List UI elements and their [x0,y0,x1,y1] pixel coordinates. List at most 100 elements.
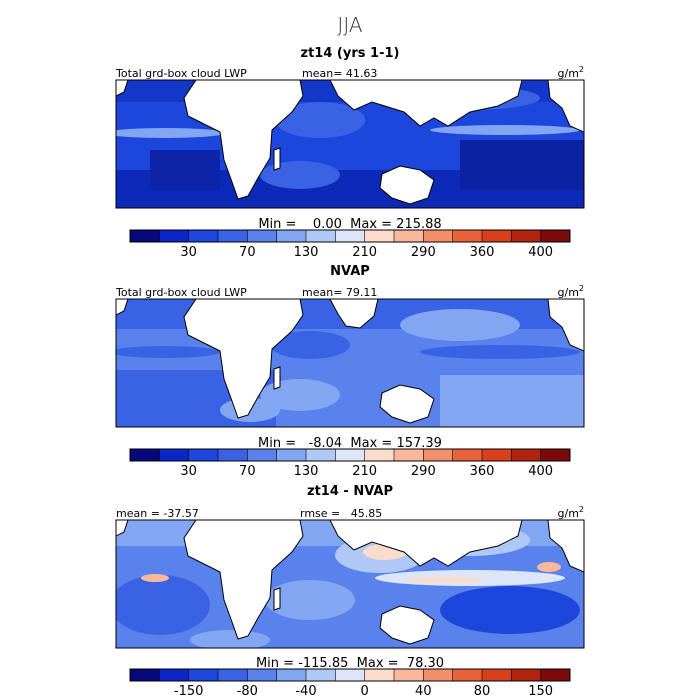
colorbar-swatch [423,230,453,242]
panel-model: zt14 (yrs 1-1) Total grd-box cloud LWP m… [115,46,585,260]
colorbar-tick-label: 70 [239,245,256,260]
minmax-label: Min = -8.04 Max = 157.39 [258,436,442,451]
positive-anomaly [405,577,485,583]
colorbar-swatch [188,230,219,242]
colorbar-swatch [423,449,453,461]
colorbar-swatch [276,449,307,461]
colorbar-tick-label: 360 [470,464,495,479]
colorbar-swatch [452,449,483,461]
panel-title: NVAP [330,264,370,279]
colorbar-swatch [364,449,395,461]
field-label: Total grd-box cloud LWP [115,67,247,80]
colorbar-swatch [159,230,189,242]
colorbar-tick-label: 290 [411,245,436,260]
colorbar-swatch [482,449,512,461]
colorbar-swatch [511,230,541,242]
land-asia [329,520,523,567]
colorbar-swatch [130,449,160,461]
colorbar-swatch [306,449,336,461]
land-south-america [116,520,129,537]
colorbar-swatch [335,669,365,681]
units-label: g/m2 [558,505,585,520]
colorbar-swatch [482,669,512,681]
land-masses [116,520,584,645]
colorbar-frame [129,229,571,243]
colorbar-swatch [306,669,336,681]
colorbar-tick-label: -80 [237,684,258,699]
land-south-america [116,299,129,316]
colorbar-tick-label: 360 [470,245,495,260]
minmax-label: Min = 0.00 Max = 215.88 [258,217,441,232]
colorbar-tick-label: 400 [528,245,553,260]
field-label: Total grd-box cloud LWP [115,286,247,299]
field-patch [265,580,355,620]
colorbar-swatch [247,669,277,681]
field-region [150,150,220,190]
itcz-band [420,345,580,359]
colorbar-tick-label: 70 [239,464,256,479]
field-patch [190,630,270,648]
panel-obs: NVAP Total grd-box cloud LWP mean= 79.11… [115,264,585,479]
colorbar-tick-label: 210 [352,464,377,479]
colorbar-swatch [218,669,248,681]
figure-title: JJA [337,13,362,37]
colorbar-tick-label: 210 [352,245,377,260]
map-frame [115,519,585,649]
colorbar-frame [129,448,571,462]
colorbar-swatch [130,669,160,681]
colorbar: 30 70 130 210 290 360 400 [129,448,571,479]
colorbar-swatch [364,669,395,681]
land-australia [379,605,435,645]
colorbar: -150 -80 -40 0 40 80 150 [129,668,571,699]
colorbar-tick-label: -150 [174,684,204,699]
field-patch [275,102,365,138]
colorbar-swatch [394,669,424,681]
land-madagascar [273,147,281,171]
panel-title: zt14 (yrs 1-1) [301,46,400,61]
map-frame [115,298,585,428]
field-patch [116,575,210,635]
colorbar-swatch [159,669,189,681]
positive-anomaly [141,574,169,582]
colorbar-swatch [276,669,307,681]
land-australia [379,165,435,205]
colorbar-tick-label: 80 [474,684,491,699]
colorbar-tick-label: 130 [294,464,319,479]
colorbar-swatch [452,669,483,681]
field-patch [440,586,580,634]
colorbar-tick-label: 290 [411,464,436,479]
colorbar-tick-label: 30 [180,245,197,260]
colorbar-swatch [452,230,483,242]
land-australia [379,384,435,424]
colorbar-swatch [218,449,248,461]
colorbar-swatch [364,230,395,242]
mean-label: mean= 79.11 [302,286,377,299]
colorbar-swatch [188,449,219,461]
colorbar-swatch [540,449,571,461]
units-label: g/m2 [558,284,585,299]
colorbar-swatch [511,449,541,461]
colorbar-swatch [306,230,336,242]
colorbar: 30 70 130 210 290 360 400 [129,229,571,260]
colorbar-tick-label: 400 [528,464,553,479]
mean-label: mean= 41.63 [302,67,377,80]
field-patch [260,161,340,189]
rmse-label: rmse = 45.85 [300,507,382,520]
land-masses [116,299,584,424]
minmax-label: Min = -115.85 Max = 78.30 [256,656,444,671]
colorbar-swatch [130,230,160,242]
colorbar-tick-label: 150 [528,684,553,699]
colorbar-swatch [335,230,365,242]
colorbar-swatch [423,669,453,681]
panel-title: zt14 - NVAP [307,484,393,499]
land-madagascar [273,366,281,390]
colorbar-swatch [335,449,365,461]
colorbar-swatch [540,230,571,242]
colorbar-swatch [394,449,424,461]
land-north-america [547,520,584,573]
map-frame [115,79,585,209]
itcz-band [116,346,220,358]
colorbar-swatch [276,230,307,242]
colorbar-swatch [511,669,541,681]
